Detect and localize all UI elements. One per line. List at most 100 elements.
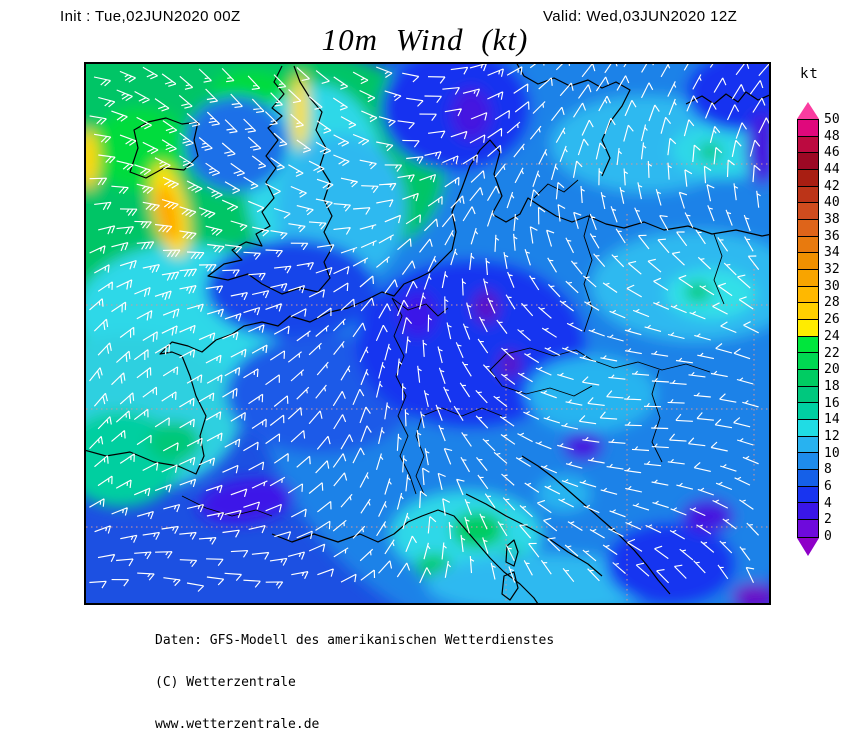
legend-tick-label: 6 [824,478,832,494]
legend-unit-label: kt [800,66,819,82]
legend-band [798,370,818,387]
legend-band [798,153,818,171]
coastline [129,117,199,179]
wind-speed-region [451,88,491,140]
legend-band [798,220,818,237]
legend-tick-label: 30 [824,278,840,294]
wind-barbs-layer [89,64,769,592]
color-scale-legend: kt 50 48 46 44 42 40 38 36 34 32 30 28 26 24 22 20 18 16 1… [797,66,850,566]
legend-tick-label: 40 [824,195,840,211]
wind-speed-region [473,290,499,324]
country-border [713,233,725,305]
legend-band [798,436,818,454]
wind-speed-region [426,554,666,603]
coastline [505,539,519,567]
legend-tick-label: 2 [824,512,832,528]
wind-speed-region [699,143,721,161]
legend-tick-label: 8 [824,462,832,478]
legend-tick-label: 38 [824,212,840,228]
legend-tick-label: 18 [824,378,840,394]
wind-speed-region [184,96,288,192]
legend-band [798,286,818,304]
wind-speed-region [682,499,734,533]
country-border [415,415,425,495]
coastline-layer [86,64,769,603]
legend-tick-label: 0 [824,529,832,544]
init-time-label: Init : Tue,02JUN2020 00Z [60,8,241,25]
coastline [465,493,603,577]
legend-band [798,403,818,421]
coastline [86,139,769,475]
wind-barbs [89,64,769,592]
legend-band [798,136,818,154]
legend-band [798,253,818,271]
wind-speed-region [563,431,603,461]
wind-speed-region [606,522,736,603]
legend-band [798,386,818,404]
coastline [271,509,539,603]
legend-tick-label: 46 [824,145,840,161]
wind-speed-region [291,74,309,150]
country-border [583,213,593,333]
country-border [489,353,593,397]
coastline [685,91,769,105]
wind-speed-region [452,512,504,548]
legend-band [798,170,818,187]
legend-tick-label: 28 [824,295,840,311]
wind-speed-region [666,269,756,319]
coastline [521,455,671,595]
weather-map-page: { "header": { "init": "Init : Tue,02JUN2… [60,8,850,732]
legend-band [798,236,818,254]
legend-band [798,486,818,504]
wind-speed-region [399,291,437,337]
wind-speed-region [732,583,769,603]
legend-tick-label: 12 [824,428,840,444]
legend-band [798,320,818,337]
valid-time-label: Valid: Wed,03JUN2020 12Z [543,8,738,25]
wind-speed-region [499,351,521,377]
coastline [516,64,631,177]
legend-band [798,120,818,137]
legend-band [798,520,818,537]
legend-arrow-below-min [797,538,819,556]
legend-tick-label: 36 [824,228,840,244]
legend-band [798,453,818,471]
legend-tick-label: 24 [824,328,840,344]
country-border [505,347,593,361]
legend-tick-label: 34 [824,245,840,261]
legend-tick-label: 4 [824,495,832,511]
country-border [391,297,449,317]
legend-color-bar [797,119,819,538]
legend-band [798,270,818,287]
legend-band [798,503,818,521]
legend-band [798,186,818,204]
legend-band [798,420,818,437]
coastline [207,65,333,295]
legend-tick-label: 44 [824,162,840,178]
legend-tick-label: 14 [824,412,840,428]
country-border [651,369,663,463]
legend-tick-label: 42 [824,178,840,194]
country-border [181,495,273,517]
credit-line-3: www.wetterzentrale.de [155,717,320,732]
coastline [501,571,519,601]
wind-speed-region [86,129,99,189]
data-source-credit: Daten: GFS-Modell des amerikanischen Wet… [155,606,554,746]
legend-band [798,353,818,371]
wind-map-canvas [86,64,769,603]
legend-tick-label: 20 [824,362,840,378]
country-border [591,359,711,373]
legend-band [798,303,818,321]
legend-band [798,470,818,487]
country-border [421,407,503,417]
legend-arrow-above-max [797,102,819,119]
wind-speed-region [537,476,591,512]
legend-band [798,203,818,221]
credit-line-2: (C) Wetterzentrale [155,675,296,690]
wind-speed-region [148,422,200,462]
legend-tick-label: 50 [824,112,840,127]
wind-speed-region [746,113,769,185]
wind-speed-shading-layer [86,64,769,603]
legend-tick-label: 10 [824,445,840,461]
wind-map [84,62,771,605]
